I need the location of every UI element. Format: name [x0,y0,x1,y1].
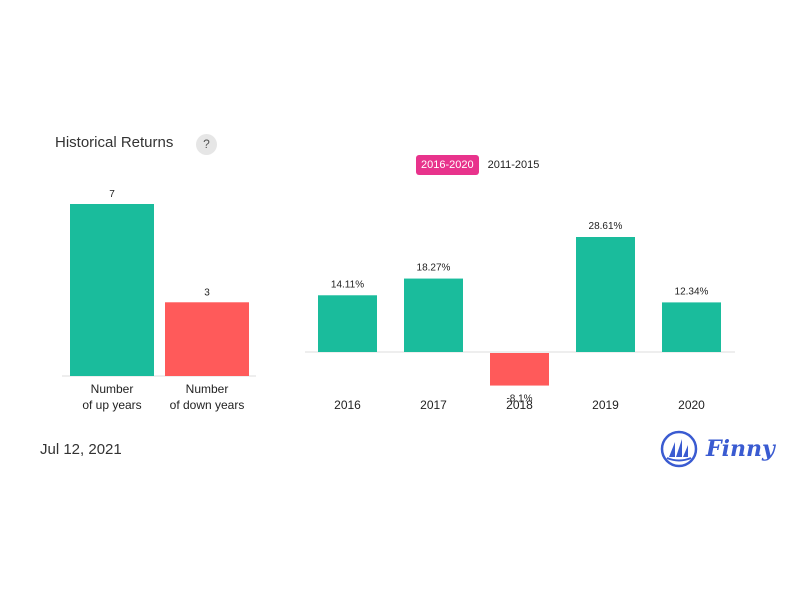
year-label: 2016 [334,398,361,412]
logo-text: Finny [706,436,775,462]
bar-2016 [318,295,377,352]
bar-up-years [70,204,154,376]
year-label: 2020 [678,398,705,412]
data-label: 12.34% [675,286,709,297]
bar-2018 [490,353,549,386]
returns-charts: 7 Number of up years 3 Number of down years 1… [62,189,735,412]
year-label: 2018 [506,398,533,412]
period-tabs: 2016-2020 2011-2015 [416,155,544,175]
chart-title: Historical Returns [55,134,174,151]
finny-logo[interactable]: Finny [660,430,775,468]
bar-down-years [165,302,249,376]
category-label: of up years [82,398,141,412]
bar-2020 [662,302,721,352]
data-label: -8.1% [506,394,532,405]
sailboat-logo-icon [660,430,698,468]
data-label: 18.27% [417,263,451,274]
category-label: of down years [170,398,245,412]
year-label: 2019 [592,398,619,412]
data-label: 3 [204,287,210,298]
tab-2011-2015[interactable]: 2011-2015 [487,159,540,171]
bar-2017 [404,278,463,352]
year-label: 2017 [420,398,447,412]
category-label: Number [91,382,134,396]
tab-2016-2020[interactable]: 2016-2020 [416,155,479,175]
annual-returns-chart: 14.11% 2016 18.27% 2017 -8.1%2018 28.61% 2019 1… [305,221,735,412]
data-label: 7 [109,189,115,200]
data-label: 14.11% [331,279,364,290]
data-label: 28.61% [589,221,623,232]
category-label: Number [186,382,229,396]
up-down-years-chart: 7 Number of up years 3 Number of down years [62,189,256,412]
help-icon[interactable]: ? [196,134,217,155]
bar-2019 [576,237,635,352]
as-of-date: Jul 12, 2021 [40,441,122,458]
